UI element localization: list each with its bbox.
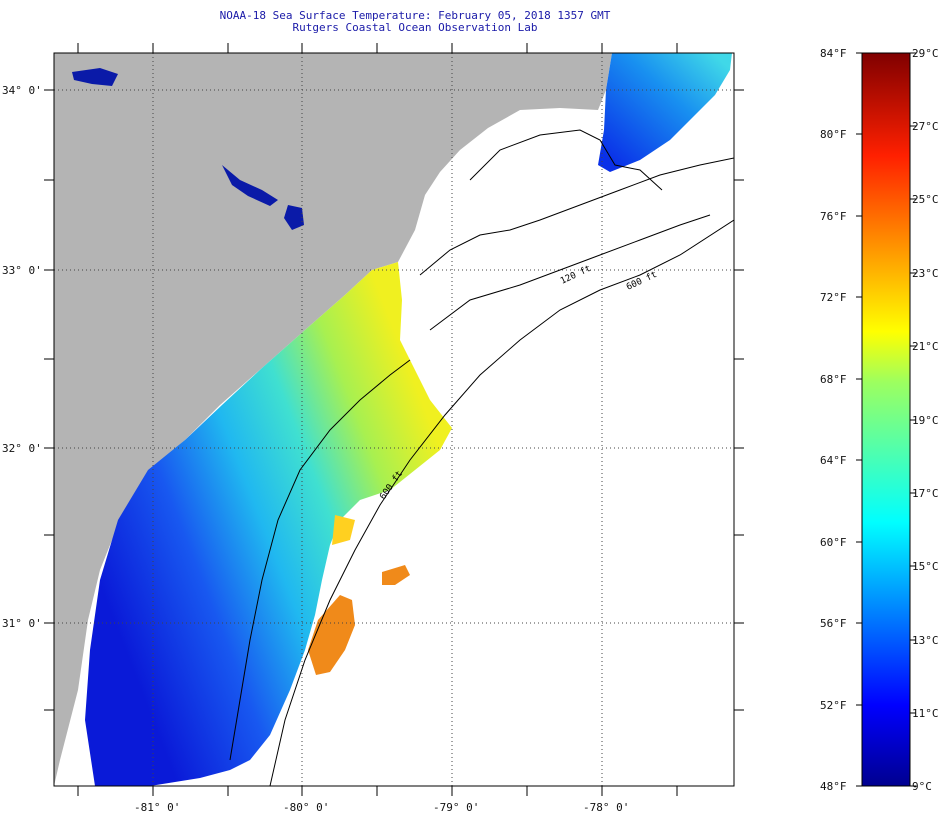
lon-label-80: -80° 0' [283, 801, 330, 814]
colorbar-label-c-9: 9°C [912, 780, 932, 793]
colorbar-label-f-68: 68°F [820, 373, 847, 386]
lat-label-33: 33° 0' [2, 264, 42, 277]
lat-label-32: 32° 0' [2, 442, 42, 455]
map-title: NOAA-18 Sea Surface Temperature: Februar… [219, 9, 611, 22]
inland-lake-2 [222, 165, 278, 206]
colorbar-label-c-23: 23°C [912, 267, 939, 280]
warm-patch-2 [382, 565, 410, 585]
contour-coastal [469, 129, 663, 191]
lat-lon-grid [54, 53, 734, 786]
lon-label-78: -78° 0' [583, 801, 630, 814]
map-ticks [44, 43, 744, 796]
contour-shelf [229, 359, 411, 761]
colorbar-ticks [856, 52, 916, 787]
colorbar-label-f-52: 52°F [820, 699, 847, 712]
inland-lake-3 [284, 205, 304, 230]
map-subtitle: Rutgers Coastal Ocean Observation Lab [292, 21, 538, 34]
temperature-colorbar [861, 52, 911, 787]
contour-600ft [269, 219, 734, 786]
lon-label-81: -81° 0' [134, 801, 181, 814]
lat-label-31: 31° 0' [2, 617, 42, 630]
map-panel: 120 ft 600 ft 600 ft [54, 53, 734, 786]
colorbar-label-c-29: 29°C [912, 47, 939, 60]
colorbar-label-c-17: 17°C [912, 487, 939, 500]
bathymetry-contours [229, 129, 734, 786]
lat-label-34: 34° 0' [2, 84, 42, 97]
colorbar-label-f-76: 76°F [820, 210, 847, 223]
inland-lake-1 [72, 68, 118, 86]
warm-patch-3 [332, 515, 355, 545]
colorbar-label-c-13: 13°C [912, 634, 939, 647]
colorbar-label-f-80: 80°F [820, 128, 847, 141]
colorbar-label-f-56: 56°F [820, 617, 847, 630]
land-mass [54, 53, 612, 786]
colorbar-label-c-11: 11°C [912, 707, 939, 720]
sst-data-south [85, 262, 452, 786]
colorbar-label-f-60: 60°F [820, 536, 847, 549]
colorbar-label-f-84: 84°F [820, 47, 847, 60]
warm-patch-1 [308, 595, 355, 675]
lon-label-79: -79° 0' [433, 801, 480, 814]
sst-data-north [598, 53, 732, 172]
contour-mid [429, 214, 711, 331]
colorbar-label-c-21: 21°C [912, 340, 939, 353]
colorbar-label-f-64: 64°F [820, 454, 847, 467]
colorbar-label-f-48: 48°F [820, 780, 847, 793]
contour-120ft [419, 157, 734, 276]
colorbar-label-c-19: 19°C [912, 414, 939, 427]
colorbar-label-c-25: 25°C [912, 193, 939, 206]
colorbar-label-c-27: 27°C [912, 120, 939, 133]
colorbar-label-c-15: 15°C [912, 560, 939, 573]
colorbar-label-f-72: 72°F [820, 291, 847, 304]
map-frame [53, 52, 735, 787]
